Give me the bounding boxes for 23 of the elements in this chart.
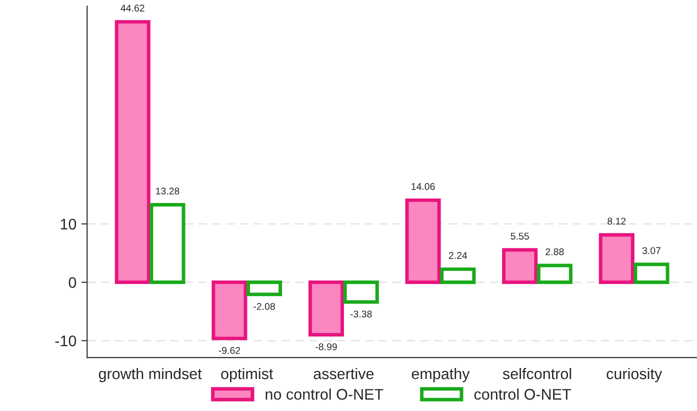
x-tick-label: assertive (314, 368, 374, 380)
y-tick-label: 0 (68, 277, 76, 288)
data-label: 2.88 (546, 248, 564, 256)
data-label: 2.24 (448, 252, 468, 259)
data-label: 8.12 (608, 218, 626, 225)
x-tick-label: growth mindset (98, 368, 202, 382)
x-tick-label: empathy (412, 368, 470, 382)
y-tick-label: 10 (60, 218, 76, 230)
data-label: -3.38 (350, 310, 372, 318)
data-label: -2.08 (254, 303, 275, 310)
x-tick-label: selfcontrol (502, 368, 572, 380)
legend-label: no control O-NET (266, 388, 384, 400)
legend-label: control O-NET (474, 388, 571, 400)
data-label: -9.62 (218, 347, 240, 354)
data-label: 3.07 (642, 247, 660, 254)
data-label: 13.28 (156, 188, 180, 194)
data-label: 44.62 (120, 4, 144, 12)
x-tick-label: curiosity (606, 368, 662, 382)
x-tick-label: optimist (221, 368, 274, 382)
data-label: 5.55 (510, 232, 529, 240)
data-label: 14.06 (412, 183, 435, 190)
data-label: -8.99 (316, 343, 337, 350)
y-tick-label: -10 (55, 336, 76, 346)
